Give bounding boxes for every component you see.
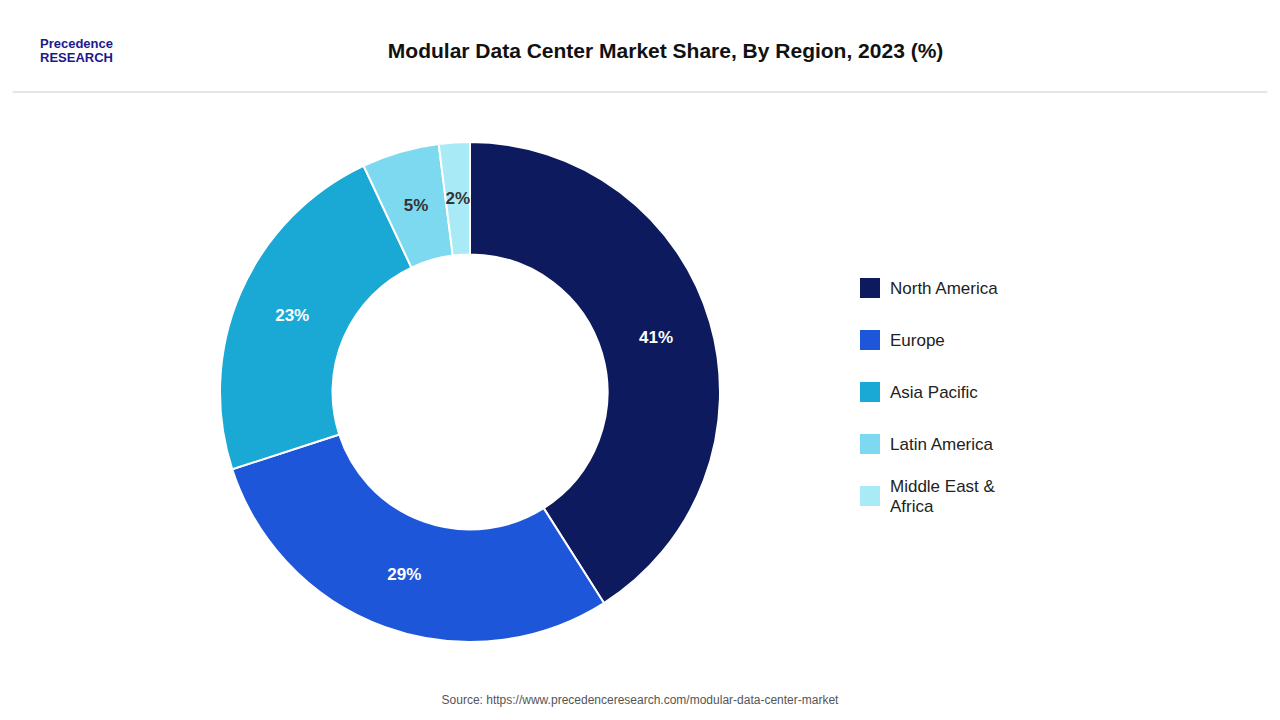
legend-item: Europe [860,330,945,350]
legend-item: Latin America [860,434,994,454]
text-line: RESEARCH [40,50,113,65]
legend-label: North America [890,279,998,298]
text-line: Precedence [40,35,113,50]
text-line: Latin America [890,435,994,454]
donut-slice [439,142,470,256]
donut [220,142,720,642]
donut-slice [364,144,453,268]
chart-svg: Modular Data Center Market Share, By Reg… [0,0,1280,720]
legend-swatch [860,278,880,298]
data-labels: 41% 29% 23% 5% 2% [275,189,673,584]
text-line: Asia Pacific [890,383,978,402]
text-line: Middle East & [890,476,996,495]
data-label: 41% [639,328,673,347]
legend-label: Latin America [890,435,994,454]
chart-container: Modular Data Center Market Share, By Reg… [0,0,1280,720]
legend-item: North America [860,278,998,298]
text-line: Africa [890,497,934,516]
donut-slice [220,166,411,469]
source-annotation: Source: https://www.precedenceresearch.c… [442,693,840,707]
legend-swatch [860,330,880,350]
data-label: 2% [446,189,471,208]
legend-label: Middle East & Africa [890,476,996,515]
background [0,0,1280,720]
data-label: 29% [387,565,421,584]
separator-line [13,91,1267,92]
legend-swatch [860,434,880,454]
data-label: 5% [404,196,429,215]
logo-annotation: PrecedenceRESEARCH [40,35,113,65]
data-label: 23% [275,306,309,325]
legend-label: Asia Pacific [890,383,978,402]
chart-title: Modular Data Center Market Share, By Reg… [388,39,944,62]
legend-item: Middle East & Africa [860,476,996,515]
legend-swatch [860,382,880,402]
legend-item: Asia Pacific [860,382,978,402]
text-line: Europe [890,331,945,350]
legend: North America Europe Asia Pacific Latin Ame… [860,278,998,516]
donut-slice [232,434,604,642]
text-line: North America [890,279,998,298]
legend-label: Europe [890,331,945,350]
legend-swatch [860,486,880,506]
